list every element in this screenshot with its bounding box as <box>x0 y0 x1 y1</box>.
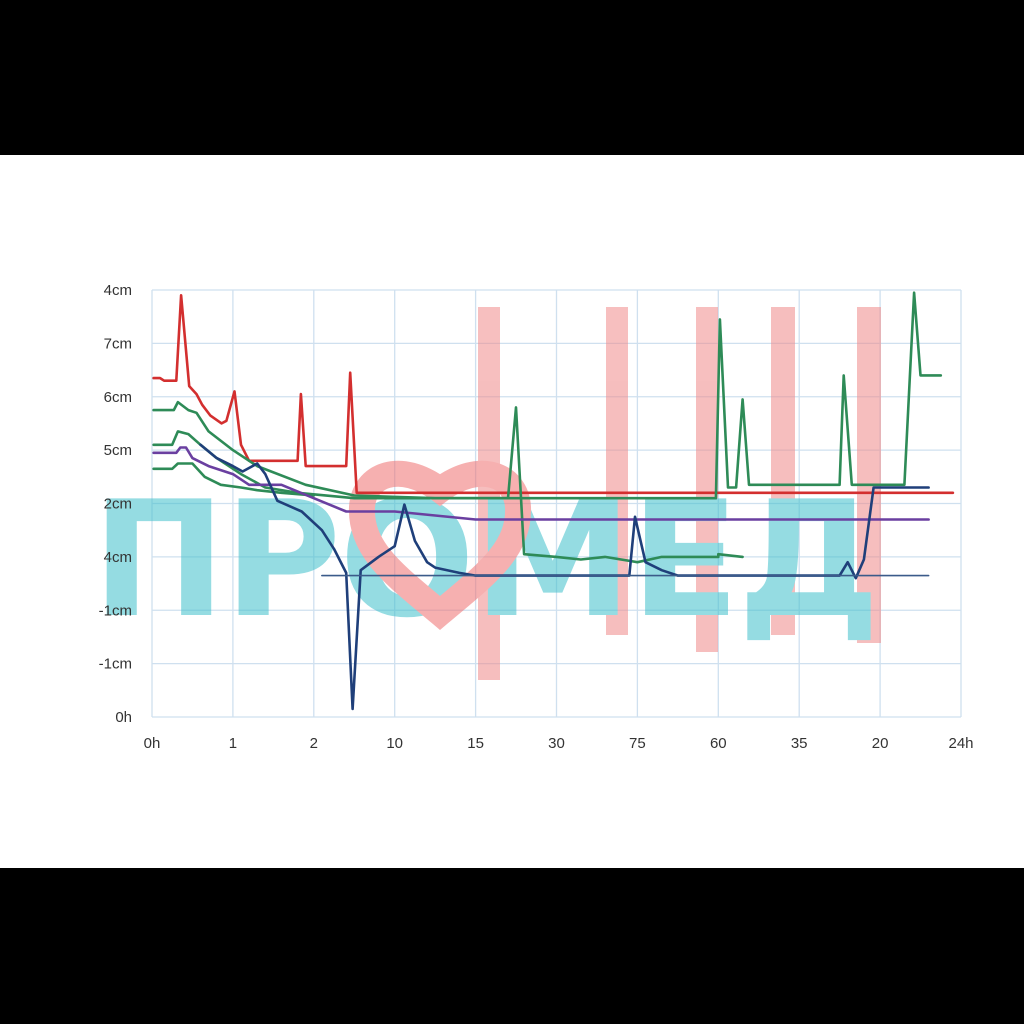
chart-panel: ПРОМЕД 0h 1 2 10 15 30 75 60 35 20 24h 4cm 7cm 6cm 5cm 2… <box>0 155 1024 868</box>
x-tick-label: 20 <box>872 735 889 752</box>
y-tick-label: 7cm <box>104 335 132 352</box>
watermark-bar <box>606 307 628 635</box>
y-tick-label: 5cm <box>104 442 132 459</box>
x-tick-label: 35 <box>791 735 808 752</box>
y-tick-label: 2cm <box>104 496 132 513</box>
x-tick-label: 2 <box>310 735 318 752</box>
x-tick-label: 0h <box>144 735 161 752</box>
x-axis-labels: 0h 1 2 10 15 30 75 60 35 20 24h <box>144 735 974 752</box>
x-tick-label: 15 <box>467 735 484 752</box>
heart-icon <box>348 460 532 631</box>
y-tick-label: 6cm <box>104 389 132 406</box>
series-line-1 <box>152 294 955 495</box>
y-axis-labels: 4cm 7cm 6cm 5cm 2cm 4cm -1cm -1cm 0h <box>99 282 132 726</box>
x-tick-label: 10 <box>386 735 403 752</box>
watermark-bar <box>696 307 718 652</box>
y-tick-label: -1cm <box>99 656 132 673</box>
series-line-4 <box>152 462 316 497</box>
y-tick-label: 4cm <box>104 282 132 299</box>
x-tick-label: 30 <box>548 735 565 752</box>
x-tick-label: 24h <box>948 735 973 752</box>
series-group <box>152 291 955 711</box>
y-tick-label: 4cm <box>104 549 132 566</box>
series-line-5 <box>152 446 930 521</box>
watermark-bar <box>857 307 881 643</box>
x-tick-label: 75 <box>629 735 646 752</box>
y-tick-label: 0h <box>115 709 132 726</box>
y-tick-label: -1cm <box>99 602 132 619</box>
watermark-bar <box>771 307 795 635</box>
x-tick-label: 60 <box>710 735 727 752</box>
x-tick-label: 1 <box>229 735 237 752</box>
